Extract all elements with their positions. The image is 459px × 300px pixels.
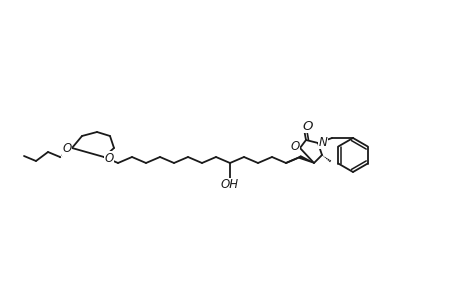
Text: O: O xyxy=(302,119,313,133)
Text: O: O xyxy=(290,140,299,154)
Text: O: O xyxy=(62,142,72,155)
Text: O: O xyxy=(104,152,113,164)
Text: OH: OH xyxy=(220,178,239,191)
Text: N: N xyxy=(318,136,327,148)
Polygon shape xyxy=(299,156,313,163)
